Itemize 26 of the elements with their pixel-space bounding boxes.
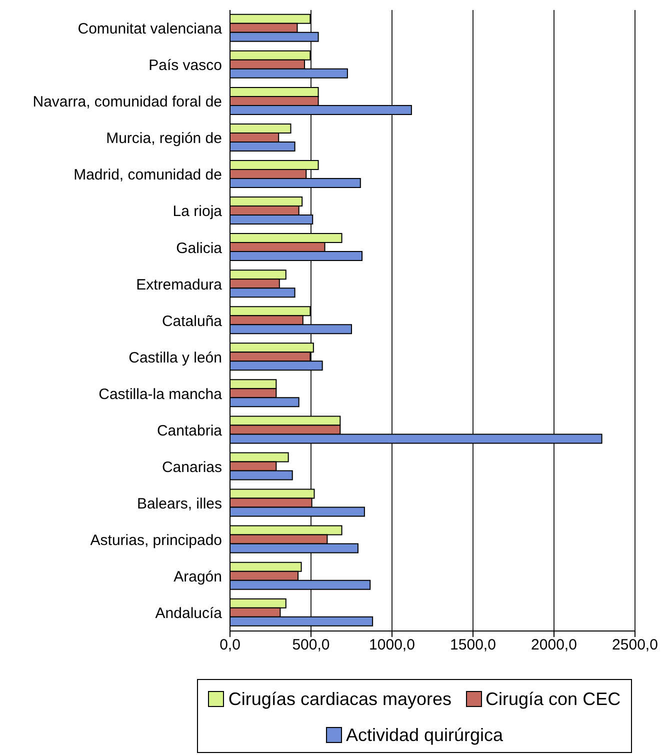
- y-tick-label: Murcia, región de: [106, 130, 222, 148]
- x-tick-label: 1500,0: [450, 636, 496, 654]
- legend-label: Cirugía con CEC: [486, 688, 621, 711]
- x-tick-label: 2000,0: [531, 636, 577, 654]
- y-tick-label: Aragón: [174, 568, 222, 586]
- x-tick-label: 1000,0: [369, 636, 415, 654]
- y-tick-label: Castilla y león: [128, 349, 222, 366]
- legend-label: Actividad quirúrgica: [346, 724, 504, 747]
- y-tick-label: Cantabria: [156, 422, 223, 440]
- y-tick-label: Galicia: [176, 240, 223, 257]
- x-tick-label: 500,0: [292, 636, 330, 654]
- y-tick-label: La rioja: [172, 203, 223, 220]
- y-tick-label: Asturias, principado: [90, 532, 222, 549]
- x-tick-label: 2500,0: [612, 636, 658, 654]
- y-tick-label: Cataluña: [162, 312, 223, 330]
- y-tick-label: Comunitat valenciana: [78, 20, 223, 38]
- y-tick-label: Extremadura: [136, 276, 223, 294]
- y-tick-label: Madrid, comunidad de: [74, 166, 222, 184]
- y-tick-label: Castilla-la mancha: [98, 386, 223, 403]
- y-tick-label: Andalucía: [155, 605, 223, 622]
- y-tick-label: Navarra, comunidad foral de: [32, 94, 222, 111]
- y-tick-label: Balears, illes: [136, 495, 222, 512]
- x-tick-label: 0,0: [220, 636, 240, 654]
- legend-label: Cirugías cardiacas mayores: [228, 688, 452, 711]
- y-tick-label: País vasco: [148, 57, 222, 74]
- y-tick-label: Canarias: [162, 458, 222, 476]
